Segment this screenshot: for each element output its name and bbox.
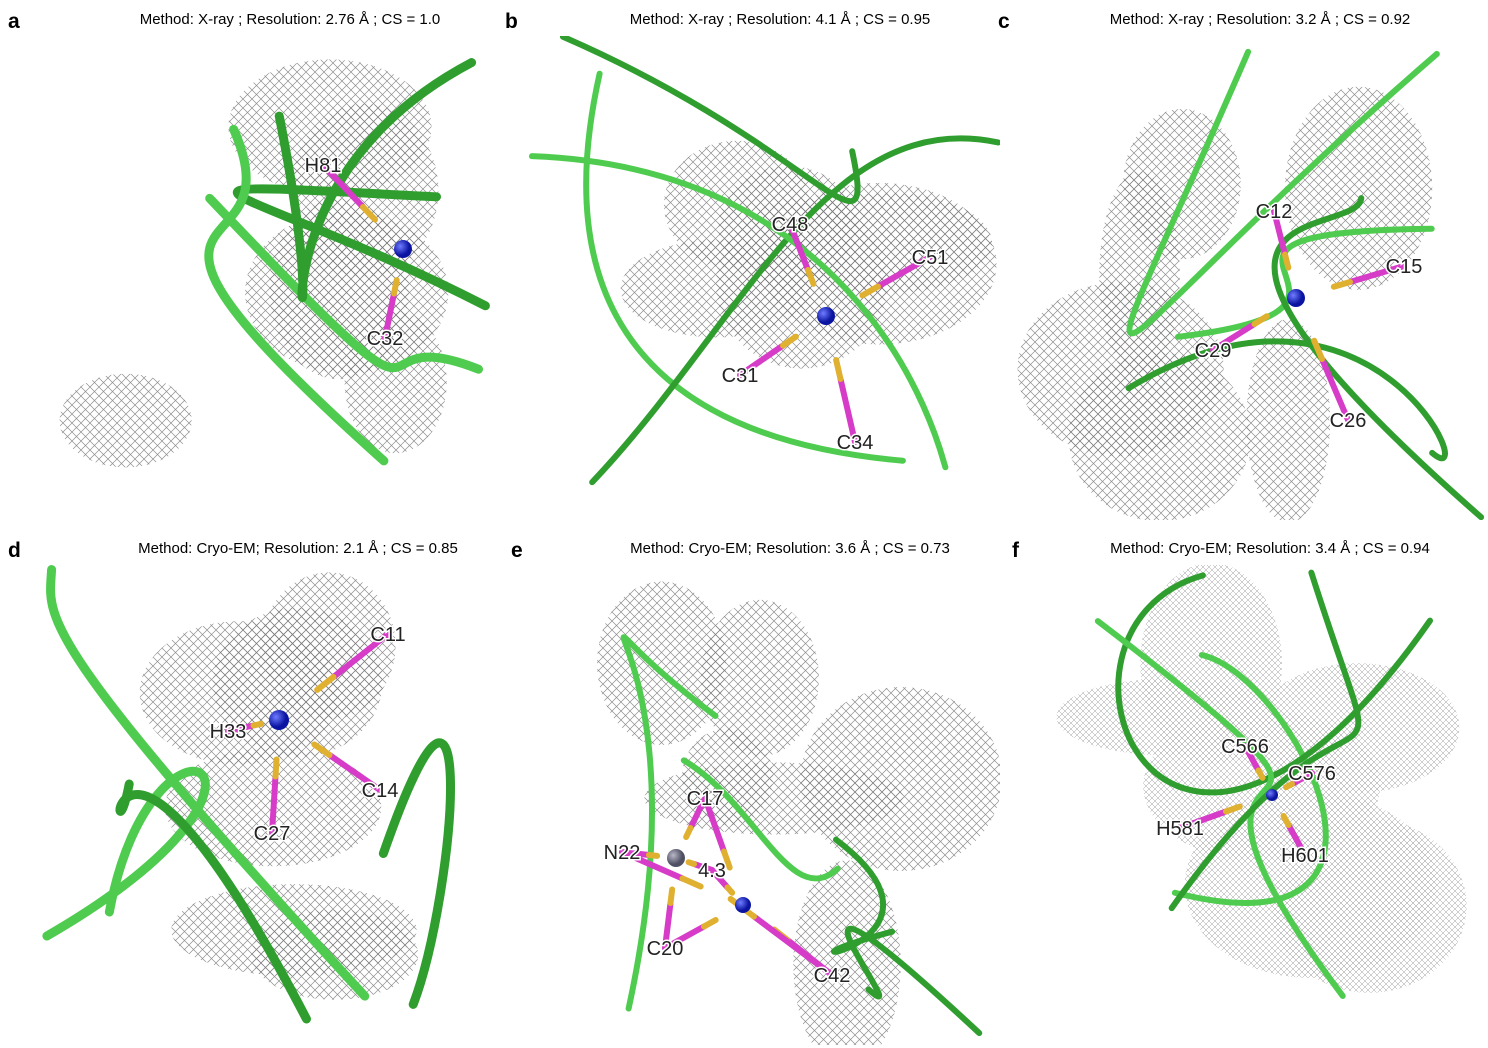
- density-mesh: [60, 374, 192, 468]
- panel-letter: c: [998, 10, 1010, 33]
- sulfur: [704, 920, 716, 926]
- residue-label: C17: [687, 788, 724, 810]
- metal-ion: [1287, 289, 1305, 307]
- panel-caption: Method: Cryo-EM; Resolution: 3.6 Å ; CS …: [630, 540, 950, 557]
- residue-label: 4.3: [698, 860, 726, 882]
- residue-label: C42: [814, 965, 851, 987]
- sulfur: [836, 360, 840, 379]
- panel-letter: d: [8, 539, 21, 562]
- sulfur: [254, 724, 262, 726]
- sulfur: [276, 760, 277, 777]
- metal-ion: [735, 897, 751, 913]
- panel-image: [60, 59, 486, 467]
- residue-label: C14: [362, 780, 399, 802]
- sulfur: [689, 862, 694, 864]
- sulfur: [1255, 316, 1267, 324]
- sulfur: [649, 855, 657, 856]
- residue-label: H601: [1281, 845, 1329, 867]
- sulfur: [671, 890, 673, 904]
- panel-image: [1018, 52, 1482, 523]
- panel-caption: Method: X-ray ; Resolution: 3.2 Å ; CS =…: [1110, 11, 1411, 28]
- residue-label: C20: [647, 938, 684, 960]
- sulfur: [686, 828, 690, 837]
- residue-label: C34: [837, 432, 874, 454]
- density-mesh: [597, 582, 726, 745]
- residue-label: C576: [1288, 763, 1336, 785]
- panel-letter: a: [8, 10, 20, 33]
- residue-label: N22: [604, 842, 641, 864]
- residue-label: C12: [1256, 201, 1293, 223]
- residue-label: C15: [1386, 256, 1423, 278]
- density-mesh: [1123, 109, 1241, 259]
- panel-image: [1057, 563, 1467, 996]
- panel-caption: Method: X-ray ; Resolution: 2.76 Å ; CS …: [140, 11, 441, 28]
- residue-label: C26: [1330, 410, 1367, 432]
- residue-label: C31: [722, 365, 759, 387]
- panel-caption: Method: Cryo-EM; Resolution: 2.1 Å ; CS …: [138, 540, 458, 557]
- residue-label: C11: [370, 624, 405, 646]
- residue-label: H81: [305, 155, 342, 177]
- sulfur: [394, 280, 397, 293]
- sulfur: [728, 888, 733, 893]
- density-mesh: [644, 762, 903, 834]
- metal-ion: [667, 849, 685, 867]
- figure: a Method: X-ray ; Resolution: 2.76 Å ; CS…: [0, 0, 1488, 1048]
- sulfur: [1259, 771, 1263, 778]
- panel-caption: Method: X-ray ; Resolution: 4.1 Å ; CS =…: [630, 11, 931, 28]
- panel-letter: b: [505, 10, 518, 33]
- metal-ion: [817, 307, 835, 325]
- density-mesh: [1018, 282, 1224, 456]
- residue-label: H33: [210, 721, 247, 743]
- metal-ion: [1266, 789, 1278, 801]
- panel-letter: f: [1012, 539, 1020, 562]
- panel-caption: Method: Cryo-EM; Resolution: 3.4 Å ; CS …: [1110, 540, 1430, 557]
- residue-label: H581: [1156, 818, 1204, 840]
- residue-label: C27: [254, 823, 291, 845]
- residue-label: C51: [912, 247, 949, 269]
- residue-label: C48: [772, 214, 809, 236]
- panel-letter: e: [511, 539, 523, 562]
- residue-label: C566: [1221, 736, 1269, 758]
- metal-ion: [269, 710, 289, 730]
- panel-image: [597, 582, 1002, 1048]
- residue-label: C29: [1195, 340, 1232, 362]
- residue-label: C32: [367, 328, 404, 350]
- sulfur: [1285, 255, 1288, 268]
- metal-ion: [394, 240, 412, 258]
